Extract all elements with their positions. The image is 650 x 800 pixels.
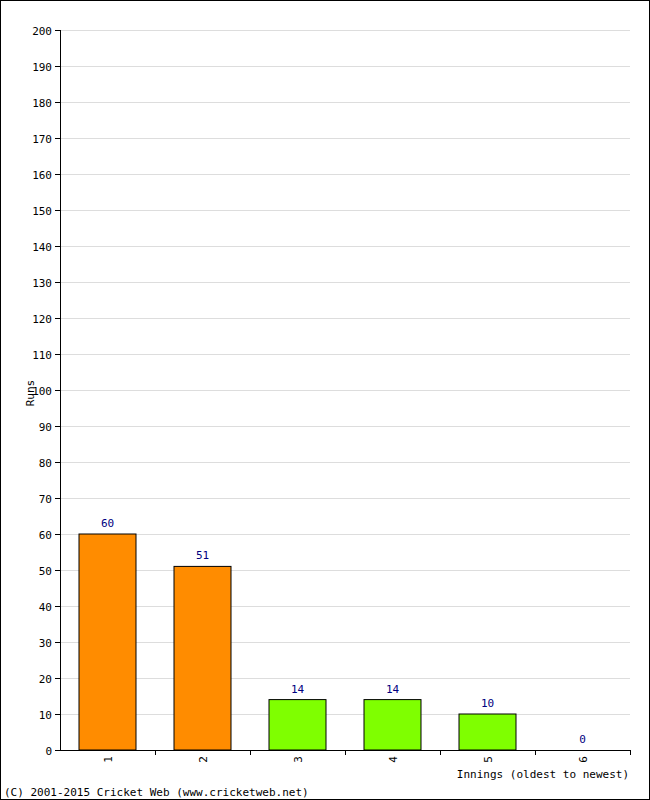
grid-line: [60, 30, 630, 31]
y-tick: [55, 30, 60, 31]
y-tick: [55, 138, 60, 139]
y-tick-label: 110: [32, 349, 52, 362]
y-axis: [60, 30, 61, 750]
y-tick: [55, 570, 60, 571]
grid-line: [60, 246, 630, 247]
grid-line: [60, 498, 630, 499]
bar: [174, 566, 231, 750]
grid-line: [60, 462, 630, 463]
x-tick: [250, 750, 251, 755]
y-tick-label: 160: [32, 169, 52, 182]
y-tick: [55, 246, 60, 247]
x-tick: [345, 750, 346, 755]
grid-line: [60, 390, 630, 391]
x-axis-label: Innings (oldest to newest): [457, 768, 629, 781]
y-axis-label: Runs: [24, 380, 37, 407]
y-tick-label: 70: [39, 493, 52, 506]
y-tick-label: 140: [32, 241, 52, 254]
data-label: 51: [196, 549, 209, 562]
data-label: 60: [101, 517, 114, 530]
y-tick-label: 40: [39, 601, 52, 614]
data-label: 10: [481, 697, 494, 710]
chart-root: 0102030405060708090100110120130140150160…: [0, 0, 650, 800]
grid-line: [60, 102, 630, 103]
y-tick-label: 190: [32, 61, 52, 74]
frame: [1, 1, 650, 800]
y-tick: [55, 354, 60, 355]
y-tick: [55, 534, 60, 535]
bar: [364, 700, 421, 750]
data-label: 0: [579, 733, 586, 746]
y-tick: [55, 498, 60, 499]
footer-note: (C) 2001-2015 Cricket Web (www.cricketwe…: [4, 786, 309, 799]
data-label: 14: [291, 683, 305, 696]
y-tick: [55, 210, 60, 211]
y-tick: [55, 174, 60, 175]
bars: [79, 534, 516, 750]
x-tick-label: 5: [482, 756, 495, 763]
y-tick-label: 170: [32, 133, 52, 146]
x-tick: [155, 750, 156, 755]
y-tick: [55, 426, 60, 427]
y-tick-label: 80: [39, 457, 52, 470]
y-tick-label: 50: [39, 565, 52, 578]
y-tick-label: 10: [39, 709, 52, 722]
grid-line: [60, 210, 630, 211]
bar: [554, 750, 611, 751]
y-tick: [55, 282, 60, 283]
y-tick: [55, 66, 60, 67]
y-tick-label: 120: [32, 313, 52, 326]
grid-line: [60, 642, 630, 643]
x-tick-label: 2: [197, 756, 210, 763]
y-tick-label: 0: [45, 745, 52, 758]
y-tick: [55, 678, 60, 679]
y-tick: [55, 714, 60, 715]
grid-line: [60, 66, 630, 67]
x-tick-label: 1: [102, 756, 115, 763]
y-tick-label: 60: [39, 529, 52, 542]
grid-line: [60, 534, 630, 535]
grid-line: [60, 714, 630, 715]
y-tick-label: 20: [39, 673, 52, 686]
grid-line: [60, 282, 630, 283]
y-tick: [55, 390, 60, 391]
chart-svg: 0102030405060708090100110120130140150160…: [0, 0, 650, 800]
grid-line: [60, 606, 630, 607]
grid-line: [60, 570, 630, 571]
bar: [79, 534, 136, 750]
grid-line: [60, 318, 630, 319]
y-tick: [55, 318, 60, 319]
y-tick: [55, 606, 60, 607]
y-tick-label: 150: [32, 205, 52, 218]
x-tick: [630, 750, 631, 755]
x-tick: [440, 750, 441, 755]
y-tick: [55, 462, 60, 463]
y-tick-label: 90: [39, 421, 52, 434]
grid-line: [60, 174, 630, 175]
y-tick: [55, 642, 60, 643]
x-tick-label: 6: [577, 756, 590, 763]
data-label: 14: [386, 683, 400, 696]
x-tick: [535, 750, 536, 755]
bar: [459, 714, 516, 750]
y-tick-label: 200: [32, 25, 52, 38]
x-tick-label: 3: [292, 756, 305, 763]
bar: [269, 700, 326, 750]
grid-line: [60, 678, 630, 679]
grid-line: [60, 138, 630, 139]
y-tick-label: 30: [39, 637, 52, 650]
x-tick-label: 4: [387, 756, 400, 763]
grid-line: [60, 426, 630, 427]
y-tick: [55, 750, 60, 751]
grid-line: [60, 354, 630, 355]
y-tick-label: 180: [32, 97, 52, 110]
y-tick-label: 130: [32, 277, 52, 290]
y-tick: [55, 102, 60, 103]
